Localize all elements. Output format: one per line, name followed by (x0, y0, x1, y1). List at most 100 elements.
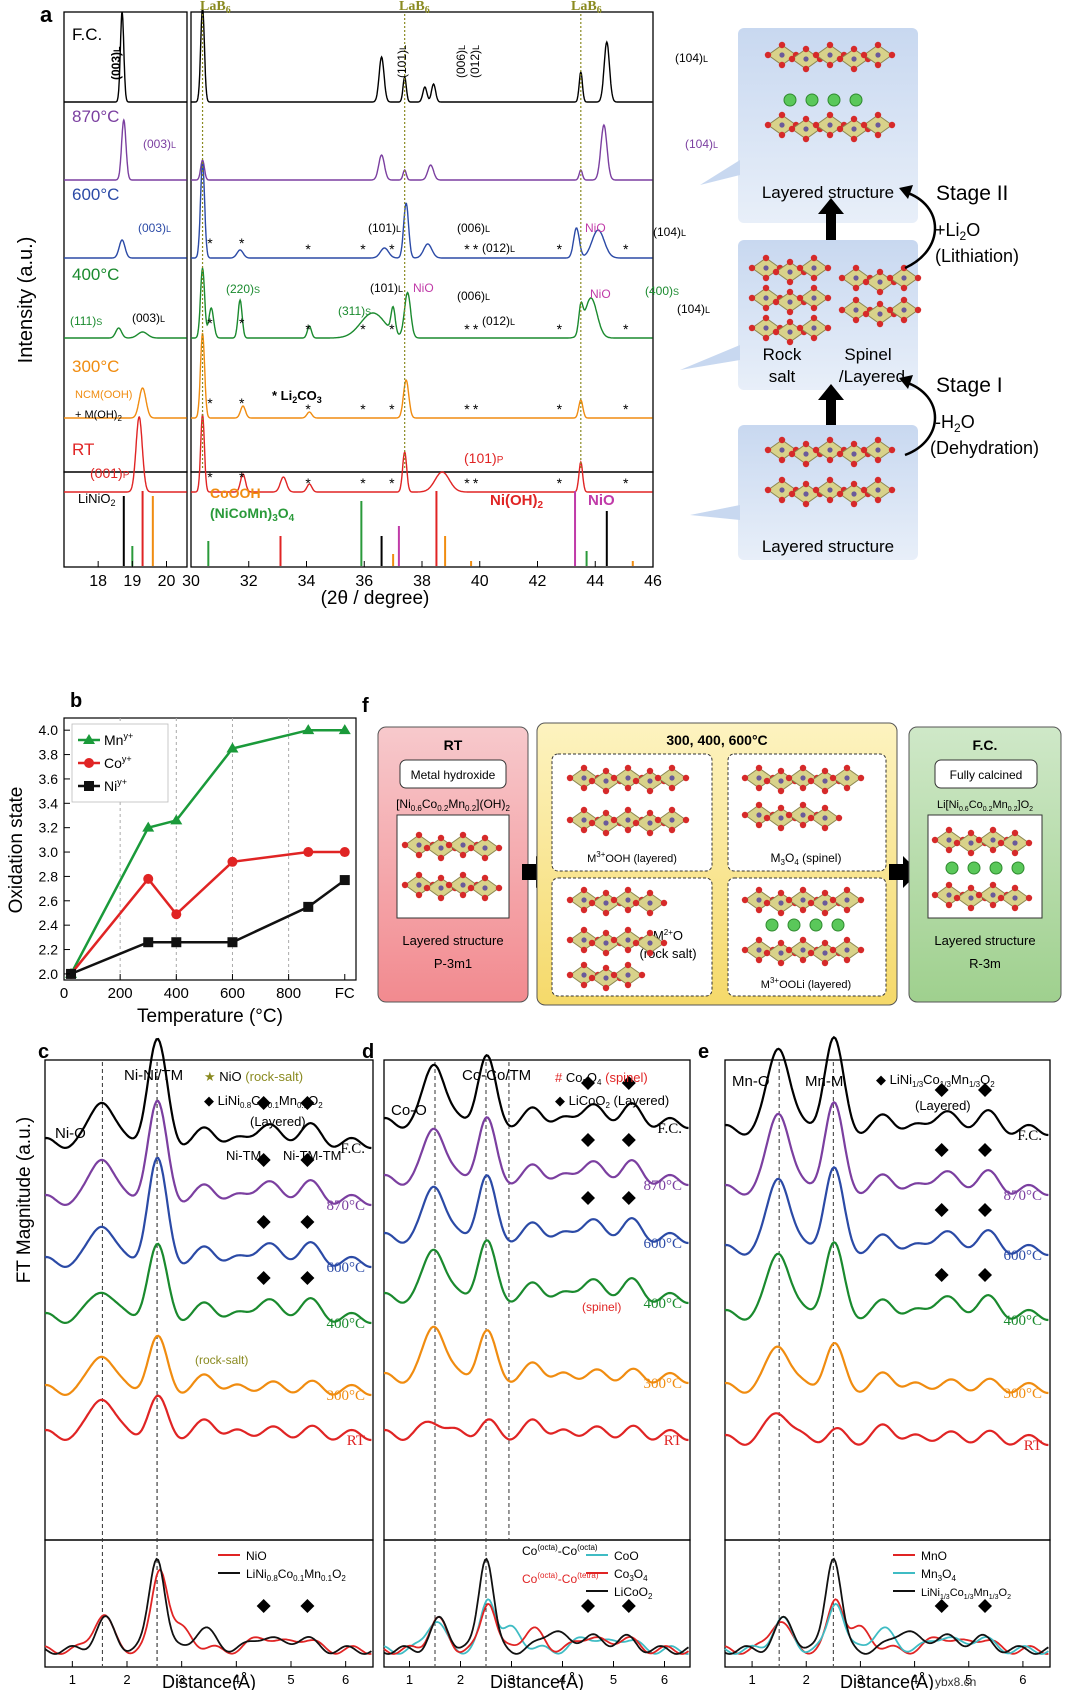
x-tick-label: 4 (233, 1672, 240, 1687)
d-co-co: Co-Co/TM (462, 1067, 531, 1084)
li-atom (765, 918, 779, 932)
temp-label-600: 600°C (72, 185, 119, 204)
d-x-label: Distance(Å) (490, 1672, 584, 1690)
c-ni-tm-tm: Ni-TM-TM (283, 1148, 341, 1163)
d-octa-1: Co(octa)-Co(octa) (522, 1543, 598, 1558)
layered-diamond (978, 1268, 992, 1282)
li2co3-star: * (360, 475, 366, 491)
fc-title: F.C. (973, 737, 998, 753)
y-tick-label: 3.8 (39, 747, 59, 763)
ref-cooh: CoOOH (210, 485, 261, 501)
mid-label-a: M3+OOH (layered) (587, 850, 677, 865)
lab6-label-1: LaB6 (200, 0, 231, 16)
y-tick-label: 2.6 (39, 893, 59, 909)
li2co3-star: * (360, 401, 366, 417)
ncm-ooh-label: NCM(OOH) (75, 389, 132, 401)
x-tick-label: 6 (1019, 1672, 1026, 1687)
mid-label-c: M2+O (653, 928, 683, 943)
layered-diamond (300, 1153, 315, 1167)
d-legend-licoo2: LiCoO2 (614, 1585, 653, 1601)
d-hash-label: # Co3O4 (spinel) (555, 1070, 648, 1087)
exafs-temp-label: RT (347, 1433, 365, 1449)
peak-003-400: (003)L (132, 311, 165, 325)
exafs-temp-label: 870°C (643, 1178, 682, 1194)
xrd-peak-labels: (003)L (101)L (006)L (012)L (104)L (003)… (70, 45, 718, 524)
exafs-temp-label: 400°C (1003, 1313, 1042, 1329)
exafs-trace-rt (724, 1412, 1049, 1447)
panel-label-e: e (698, 1041, 709, 1063)
layered-diamond (934, 1083, 949, 1097)
ni-point (171, 937, 182, 948)
li2co3-star: * (623, 321, 629, 337)
temp-label-870: 870°C (72, 107, 119, 126)
x-tick-label: 34 (298, 573, 316, 590)
x-tick-label: 18 (89, 573, 107, 590)
li2co3-star: * (360, 241, 366, 257)
e-layered: (Layered) (915, 1098, 971, 1113)
peak-220-400: (220)S (226, 282, 260, 296)
layered-diamond (934, 1203, 949, 1217)
xrd-y-label: Intensity (a.u.) (15, 237, 37, 364)
ref-nioh2: Ni(OH)2 (490, 492, 544, 511)
x-tick-label: 0 (60, 985, 68, 1002)
li-atom (827, 93, 841, 107)
xrd-x-axis: 18 19 20 30 32 34 36 38 40 42 44 46 (89, 561, 662, 590)
legend-ni: Niy+ (104, 777, 127, 794)
exafs-temp-label: 600°C (1003, 1248, 1042, 1264)
layered-diamond (978, 1203, 992, 1217)
li2co3-star: * (623, 475, 629, 491)
temp-label-fc: F.C. (72, 25, 102, 44)
c-legend-linio: LiNi0.8Co0.1Mn0.1O2 (246, 1567, 346, 1583)
peak-101-600: (101)L (368, 221, 401, 235)
x-tick-label: 3 (857, 1672, 864, 1687)
layered-diamond (934, 1268, 949, 1282)
temp-label-rt: RT (72, 440, 94, 459)
ni-point (303, 901, 314, 912)
exafs-trace-600 (44, 1156, 372, 1269)
exafs-temp-label: F.C. (340, 1141, 365, 1157)
peak-012-fc: (012)L (468, 45, 482, 78)
li2co3-star: * (473, 321, 479, 337)
legend-co: Coy+ (104, 754, 132, 771)
x-tick-label: 400 (164, 985, 189, 1002)
arrow-up-stage1 (826, 395, 836, 425)
li-atom (809, 918, 823, 932)
x-tick-label: 19 (123, 573, 141, 590)
schematic-layered: /Layered (839, 367, 905, 386)
d-co-o: Co-O (391, 1102, 427, 1119)
x-tick-label: 46 (644, 573, 662, 590)
fc-spacegroup: R-3m (969, 956, 1001, 971)
x-tick-label: 40 (471, 573, 489, 590)
exafs-trace-rt (383, 1418, 689, 1442)
li2co3-star: * (473, 475, 479, 491)
xrd-right-trace-fc (191, 6, 653, 103)
layered-diamond (978, 1143, 992, 1157)
c-x-label: Distance(Å) (162, 1672, 256, 1690)
mn-point (170, 814, 183, 825)
peak-012-400: (012)L (482, 314, 515, 328)
y-tick-label: 2.4 (39, 917, 59, 933)
fc-subbox (934, 759, 1038, 789)
li-atom (783, 93, 797, 107)
x-tick-label: 600 (220, 985, 245, 1002)
layered-diamond (581, 1133, 595, 1147)
c-ni-o: Ni-O (55, 1125, 86, 1142)
xrd-left-trace-300 (64, 387, 187, 419)
li2co3-star: * (473, 241, 479, 257)
exafs-temp-label: 300°C (326, 1388, 365, 1404)
li-atom (831, 918, 845, 932)
li2co3-label: * Li2CO3 (272, 388, 322, 405)
xrd-right-trace-rt (191, 413, 653, 493)
li2co3-star: * (464, 241, 470, 257)
curved-arrow-stage1 (904, 380, 937, 457)
lower-legends: NiO LiNi0.8Co0.1Mn0.1O2 CoO Co3O4 LiCoO2… (218, 1543, 1011, 1601)
x-tick-label: 6 (661, 1672, 668, 1687)
peak-104-870: (104)L (685, 137, 718, 151)
peak-003-600: (003)L (138, 221, 171, 235)
panel-c-annotations: Ni-O Ni-Ni/TM ★ NiO (rock-salt) ◆ LiNi0.… (55, 1067, 341, 1367)
exafs-trace-fc (383, 1054, 689, 1130)
reference-trace (44, 1557, 372, 1655)
xrd-x-label: (2θ / degree) (321, 588, 430, 609)
temp-label-300: 300°C (72, 357, 119, 376)
xrd-left-trace-400 (64, 327, 187, 339)
